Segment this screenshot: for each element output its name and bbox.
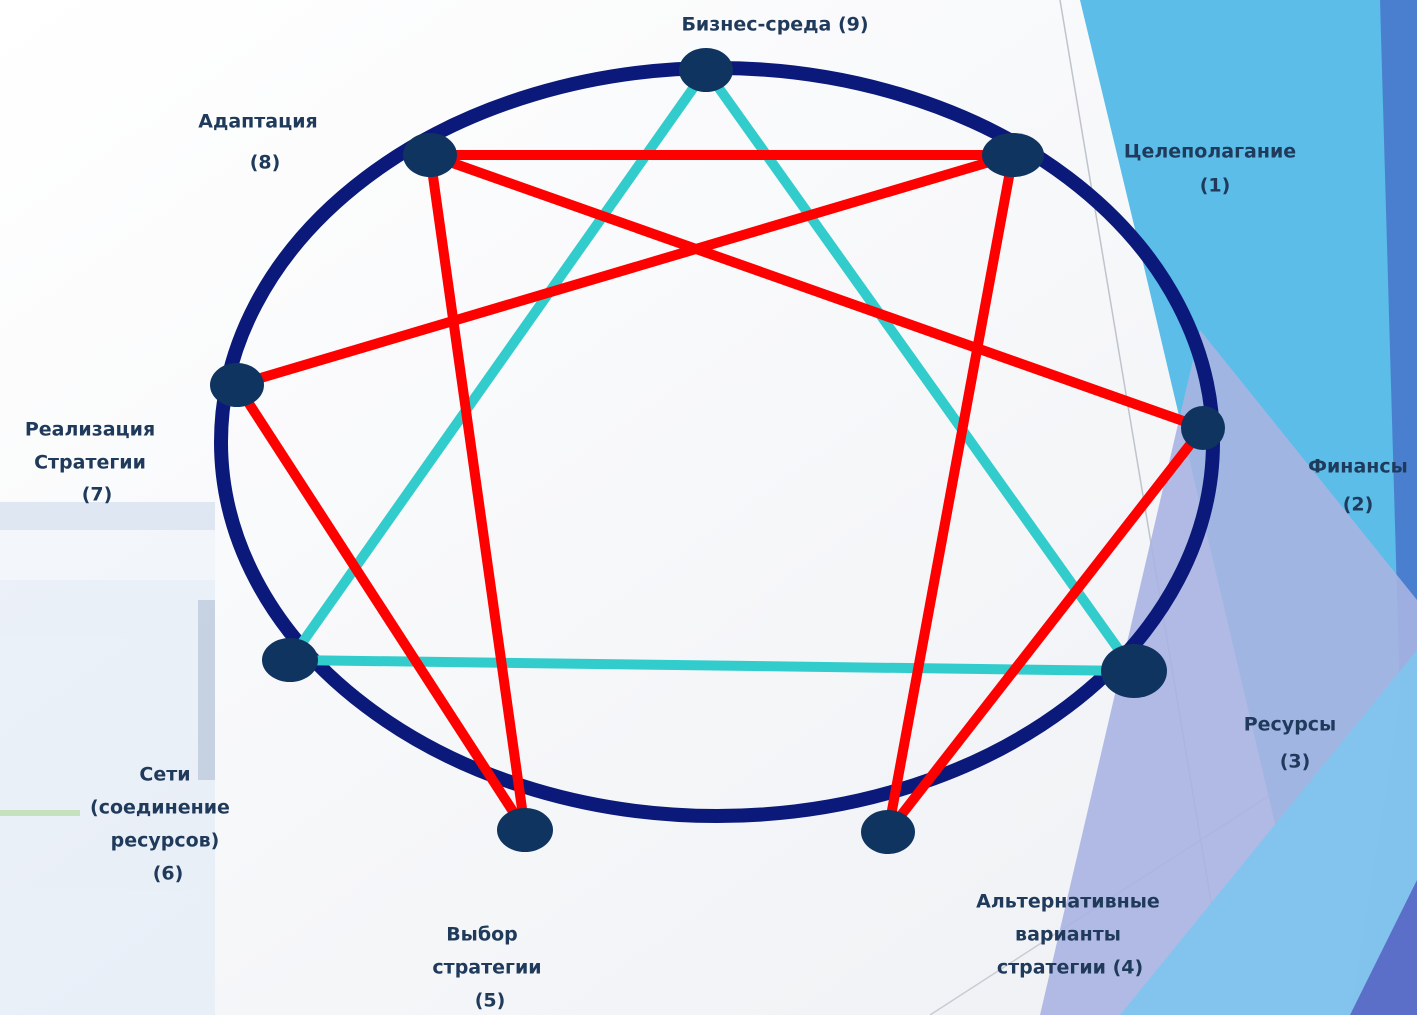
node-dot [1181, 406, 1225, 450]
node-dot [497, 808, 553, 852]
node-label: Ресурсы [1244, 714, 1337, 736]
node-label: Альтернативные [976, 891, 1160, 913]
diagram: Целеполагание (1) Финансы (2) Ресурсы (3) Альт… [0, 0, 1417, 1015]
node-dot [1101, 644, 1167, 698]
node-label: Целеполагание [1124, 141, 1296, 163]
node-dot [403, 133, 457, 177]
node-label: (6) [153, 863, 184, 885]
node-label: (3) [1280, 751, 1311, 773]
node-label: (соединение [90, 797, 230, 819]
node-label: стратегии (4) [997, 957, 1143, 979]
node-dot [679, 48, 733, 92]
node-label: Сети [139, 764, 190, 786]
node-label: (7) [82, 484, 113, 506]
node-label: Реализация [25, 419, 155, 441]
node-label: (8) [250, 152, 281, 174]
node-label: Адаптация [198, 111, 317, 133]
faded-window [0, 502, 215, 1015]
node-label: Стратегии [34, 452, 146, 474]
node-label: варианты [1015, 924, 1121, 946]
node-dot [262, 638, 318, 682]
node-label: ресурсов) [111, 830, 220, 852]
node-label: Выбор [446, 924, 518, 946]
node-label: стратегии [432, 957, 541, 979]
node-label: Финансы [1308, 456, 1408, 478]
node-dot [861, 810, 915, 854]
node-label: (2) [1343, 494, 1374, 516]
page: Целеполагание (1) Финансы (2) Ресурсы (3) Альт… [0, 0, 1417, 1015]
node-label: (5) [475, 990, 506, 1012]
node-label: (1) [1200, 175, 1231, 197]
node-dot [210, 363, 264, 407]
node-dot [982, 133, 1044, 177]
node-label: Бизнес-среда (9) [681, 14, 868, 36]
